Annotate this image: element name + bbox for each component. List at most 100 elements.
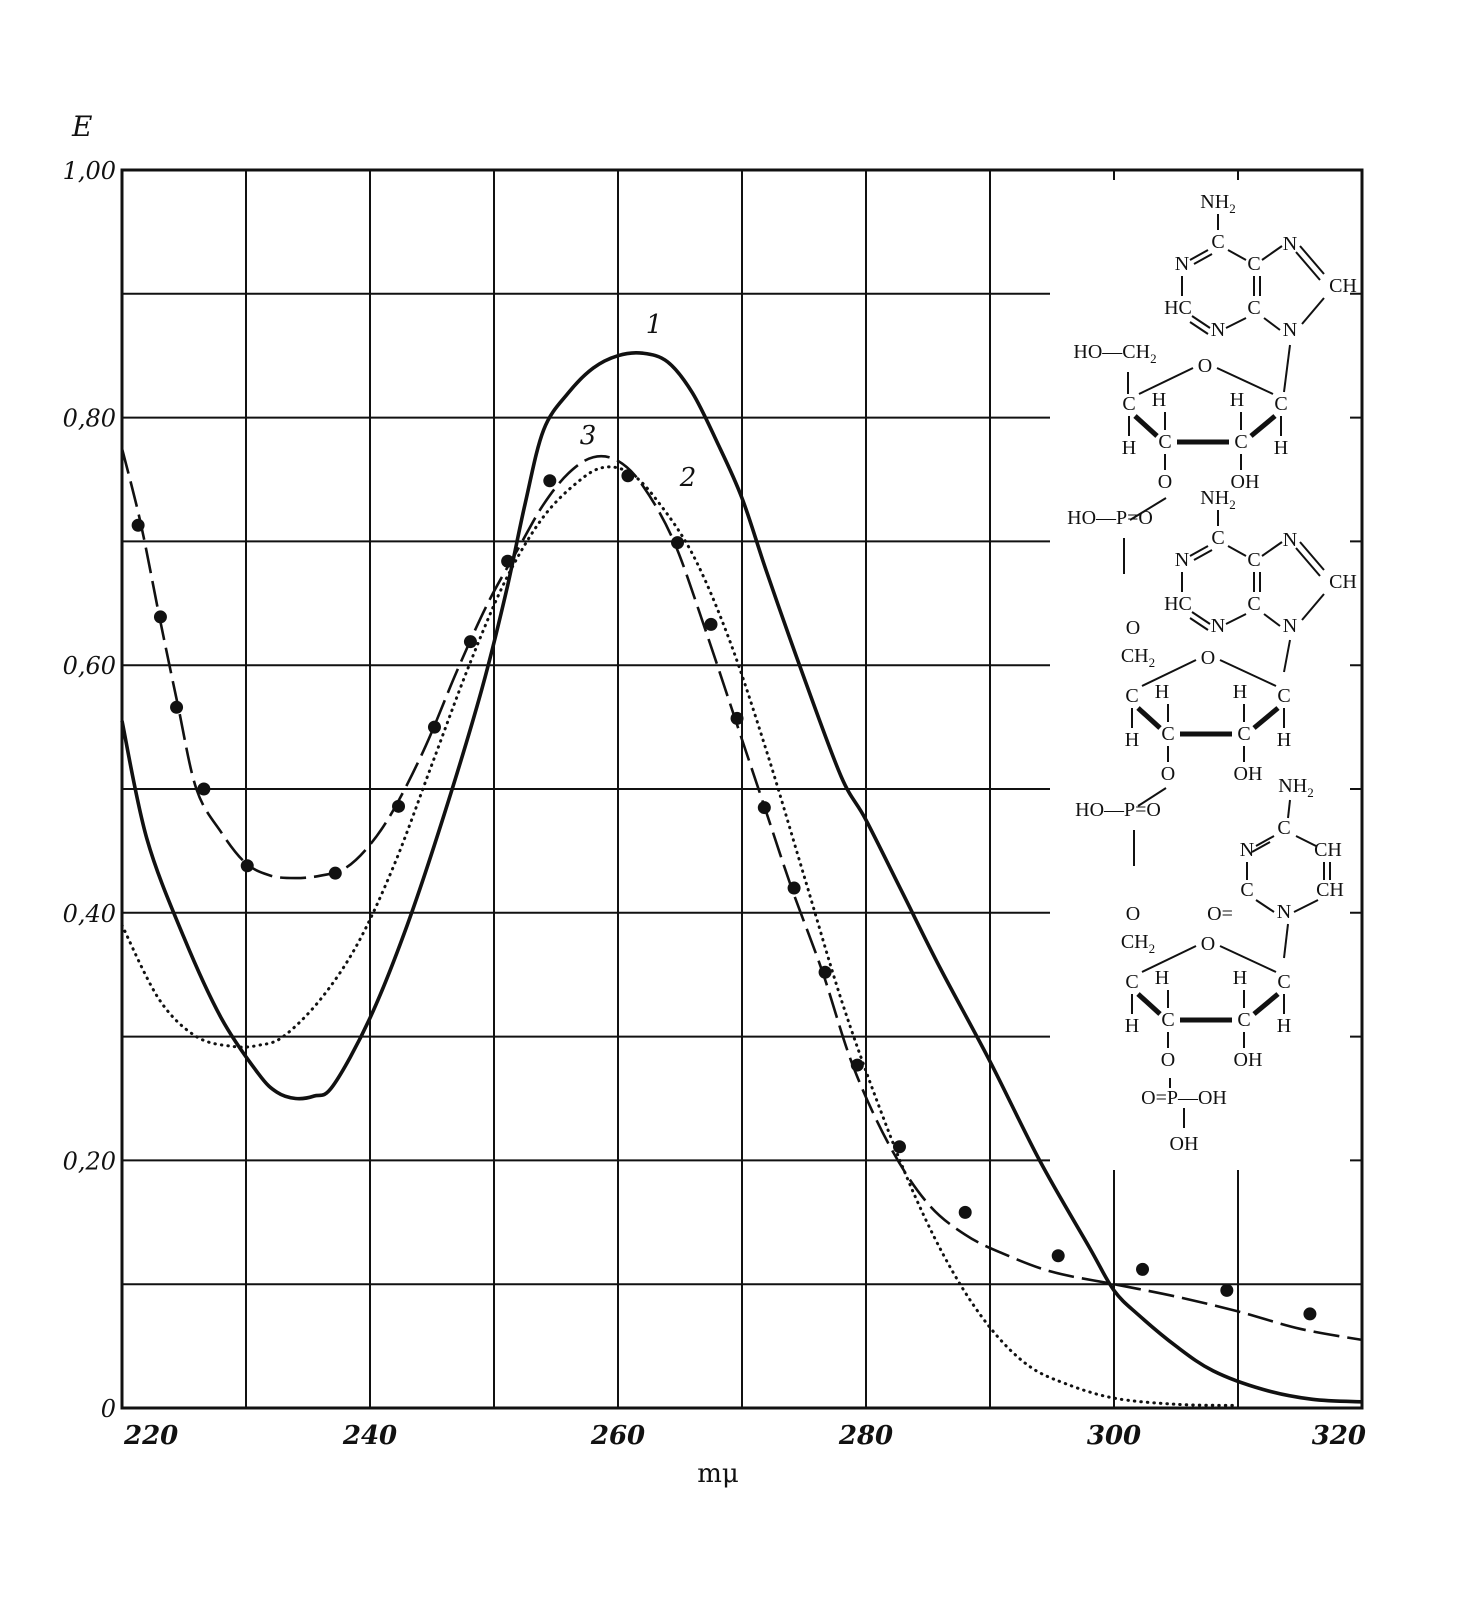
structure-bond: [1252, 992, 1280, 1016]
structure-atom-label: C: [1122, 393, 1135, 415]
plot-frame: [120, 168, 1364, 1410]
structure-atom-label: O: [1161, 1049, 1175, 1071]
y-tick-label: 0: [101, 1395, 116, 1423]
structure-atom-label: N: [1175, 253, 1189, 275]
series-2-label: 2: [679, 463, 697, 493]
series-3-marker: [463, 635, 477, 649]
series-3-marker: [787, 881, 801, 895]
structure-bond: [1191, 315, 1211, 329]
structure-bond: [1299, 541, 1325, 571]
structure-atom-label: H: [1152, 389, 1166, 411]
x-tick-label: 240: [342, 1421, 397, 1451]
series-3-marker: [501, 554, 515, 568]
structure-atom-label: C: [1237, 1009, 1250, 1031]
structure-bond: [1216, 367, 1274, 395]
series-layer: 1 2 3: [120, 310, 1363, 1407]
structure-bond: [1283, 344, 1291, 393]
structure-bond: [1141, 945, 1197, 973]
structure-atom-label: O: [1161, 763, 1175, 785]
structure-bond: [1249, 414, 1277, 438]
structure-atom-label: O=P—OH: [1141, 1087, 1227, 1109]
structure-bond: [1295, 547, 1321, 577]
structure-atom-label: C: [1234, 431, 1247, 453]
x-tick-label: 260: [590, 1421, 645, 1451]
structure-atom-label: C: [1274, 393, 1287, 415]
structure-atom-label: H: [1233, 681, 1247, 703]
structure-atom-label: C: [1247, 593, 1260, 615]
structure-bond: [1251, 841, 1271, 853]
y-tick-label: 0,60: [63, 652, 116, 680]
structure-atom-label: H: [1125, 729, 1139, 751]
tick-labels: 0 0,20 0,40 0,60 0,80 1,00 220 240 260 280 300 320: [63, 157, 1366, 1451]
structure-bond: [1225, 317, 1247, 329]
series-3-marker: [671, 536, 685, 550]
series-3-line: [120, 448, 1363, 1342]
y-axis-label: E: [71, 110, 92, 143]
structure-bond: [1129, 497, 1167, 521]
structure-atom-label: N: [1283, 233, 1297, 255]
structure-atom-label: C: [1247, 253, 1260, 275]
structure-atom-label: HO—P=O: [1075, 799, 1161, 821]
structure-atom-label: N: [1240, 839, 1254, 861]
series-3-marker: [958, 1205, 972, 1219]
structure-bond: [1138, 367, 1194, 395]
structure-atom-label: O=: [1207, 903, 1233, 925]
series-3-marker: [131, 518, 145, 532]
structure-bond: [1137, 787, 1167, 807]
structure-bond: [1255, 835, 1275, 847]
structure-bond: [1283, 923, 1289, 959]
structure-atom-label: H: [1125, 1015, 1139, 1037]
series-3-marker: [197, 782, 211, 796]
structure-atom-label: C: [1211, 527, 1224, 549]
series-3-marker: [704, 617, 718, 631]
structure-atom-label: C: [1237, 723, 1250, 745]
series-3-marker: [1051, 1249, 1065, 1263]
x-tick-label: 280: [838, 1421, 893, 1451]
structure-bond: [1261, 541, 1283, 557]
structure-atom-label: C: [1240, 879, 1253, 901]
series-3-label: 3: [580, 421, 597, 451]
structure-atom-label: O: [1201, 933, 1215, 955]
structure-bond: [1189, 249, 1209, 261]
structure-atom-label: HC: [1164, 297, 1192, 319]
structure-atom-label: N: [1283, 319, 1297, 341]
series-1-label: 1: [646, 310, 663, 340]
series-3-marker: [392, 799, 406, 813]
structure-atom-label: H: [1233, 967, 1247, 989]
series-3-marker: [1220, 1283, 1234, 1297]
structure-bond: [1287, 799, 1291, 819]
structure-atom-label: C: [1277, 685, 1290, 707]
structure-atom-label: C: [1158, 431, 1171, 453]
structure-bond: [1136, 706, 1162, 730]
structure-atom-label: O: [1126, 617, 1140, 639]
structure-bond: [1133, 414, 1159, 438]
structure-atom-label: N: [1211, 615, 1225, 637]
structure-bond: [1189, 545, 1209, 557]
series-3-marker: [153, 610, 167, 624]
structure-atom-label: CH: [1314, 839, 1342, 861]
structure-bond: [1193, 253, 1213, 265]
x-tick-label: 300: [1087, 1421, 1141, 1451]
structure-atom-label: H: [1277, 1015, 1291, 1037]
structure-bond: [1227, 545, 1247, 557]
structure-bond: [1293, 899, 1319, 913]
structure-atom-label: OH: [1234, 1049, 1263, 1071]
structure-atom-label: N: [1175, 549, 1189, 571]
structure-atom-label: C: [1277, 971, 1290, 993]
series-3-marker: [1303, 1307, 1317, 1321]
structure-atom-label: O: [1158, 471, 1172, 493]
structure-atom-label: CH: [1329, 571, 1357, 593]
series-3-marker: [240, 859, 254, 873]
structure-atom-label: C: [1247, 549, 1260, 571]
series-3-marker: [328, 866, 342, 880]
structure-bond: [1295, 835, 1317, 847]
structure-bond: [1261, 245, 1283, 261]
structure-atom-label: H: [1122, 437, 1136, 459]
structure-atom-label: C: [1277, 817, 1290, 839]
structure-atom-label: HO—CH2: [1073, 341, 1156, 366]
structure-bond: [1227, 249, 1247, 261]
y-tick-label: 1,00: [63, 157, 116, 185]
structure-atom-label: C: [1247, 297, 1260, 319]
